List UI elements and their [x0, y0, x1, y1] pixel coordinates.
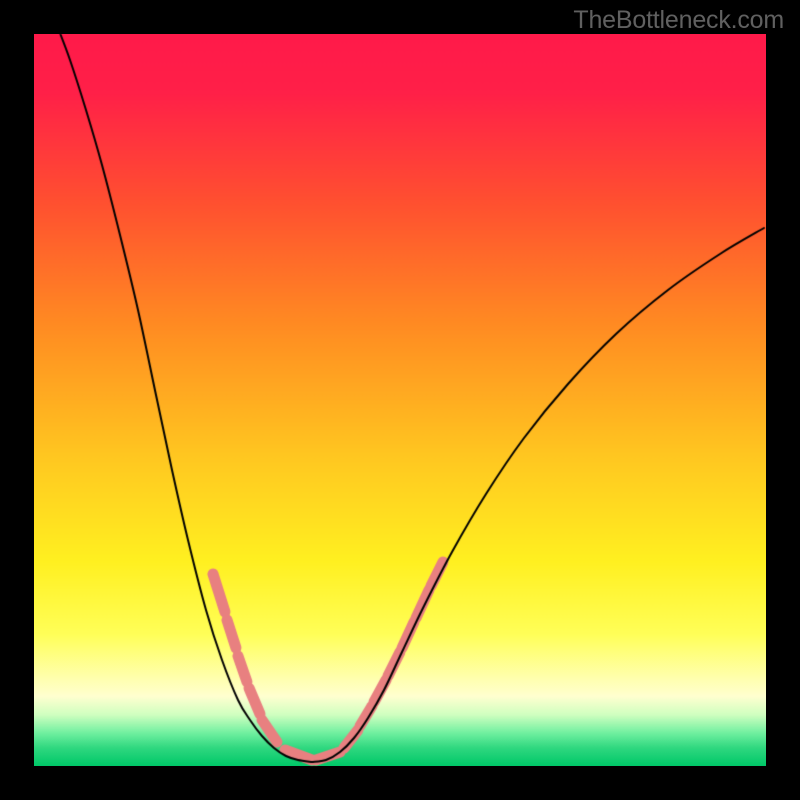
plot-area	[34, 34, 766, 766]
watermark-text: TheBottleneck.com	[573, 6, 784, 35]
v-curve-overlay	[0, 0, 800, 800]
chart-stage: TheBottleneck.com	[0, 0, 800, 800]
